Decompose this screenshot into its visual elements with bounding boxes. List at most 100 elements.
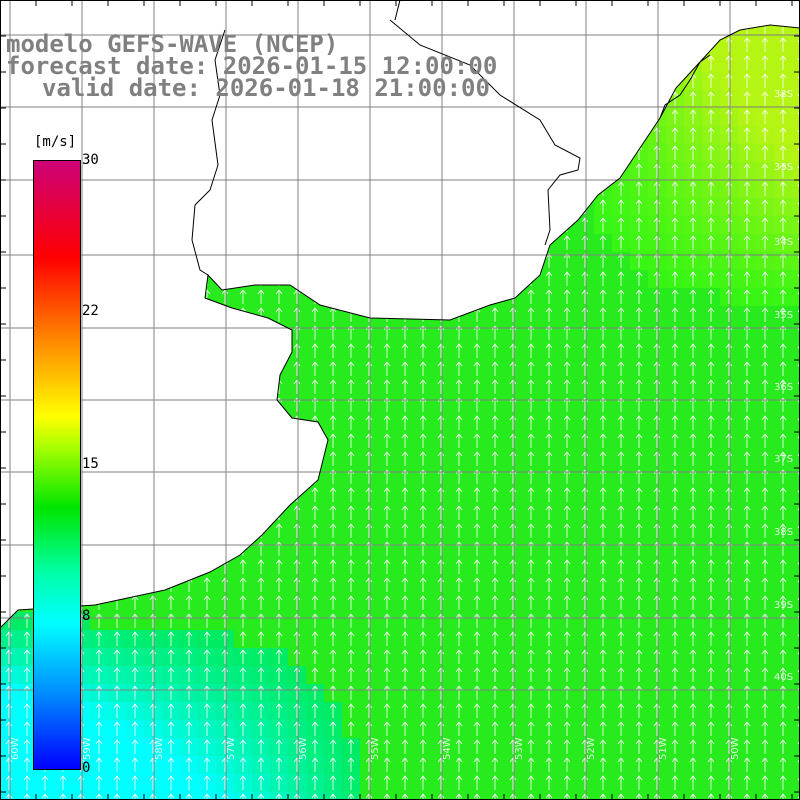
wind-arrow	[617, 253, 625, 268]
wind-arrow	[113, 541, 121, 556]
wind-arrow	[311, 361, 319, 376]
wind-speed-cell	[414, 612, 433, 631]
wind-arrow	[203, 721, 211, 736]
wind-arrow	[257, 775, 265, 790]
wind-speed-cell	[738, 432, 757, 451]
wind-speed-cell	[540, 306, 559, 325]
wind-speed-cell	[612, 36, 631, 55]
wind-speed-cell	[270, 270, 289, 289]
wind-speed-cell	[234, 612, 253, 631]
wind-arrow	[401, 523, 409, 538]
wind-speed-cell	[594, 666, 613, 685]
wind-arrow	[419, 595, 427, 610]
wind-arrow	[113, 253, 121, 268]
wind-arrow	[311, 163, 319, 178]
wind-speed-cell	[90, 702, 109, 721]
wind-arrow	[5, 757, 13, 772]
wind-arrow	[185, 703, 193, 718]
wind-arrow	[779, 217, 787, 232]
wind-arrow	[617, 127, 625, 142]
wind-speed-cell	[234, 666, 253, 685]
wind-speed-cell	[612, 738, 631, 757]
wind-speed-cell	[252, 666, 271, 685]
wind-arrow	[546, 2, 552, 16]
wind-arrow	[743, 181, 751, 196]
wind-arrow	[329, 523, 337, 538]
wind-arrow	[761, 181, 769, 196]
wind-arrow	[131, 721, 139, 736]
wind-arrow	[491, 25, 499, 34]
wind-speed-cell	[774, 432, 793, 451]
wind-speed-cell	[540, 558, 559, 577]
wind-arrow	[221, 631, 229, 646]
wind-speed-cell	[324, 774, 343, 793]
wind-arrow	[635, 37, 643, 52]
wind-arrow	[455, 199, 463, 214]
wind-speed-cell	[792, 792, 800, 800]
wind-arrow	[635, 91, 643, 106]
wind-arrow	[329, 757, 337, 772]
wind-arrow	[653, 775, 661, 790]
wind-arrow	[293, 595, 301, 610]
wind-arrow	[95, 379, 103, 394]
wind-arrow	[672, 2, 678, 16]
wind-speed-cell	[162, 198, 181, 217]
wind-speed-cell	[396, 126, 415, 145]
wind-arrow	[653, 595, 661, 610]
wind-speed-cell	[774, 162, 793, 181]
wind-arrow	[167, 649, 175, 664]
wind-arrow	[329, 793, 337, 800]
wind-arrow	[779, 55, 787, 70]
wind-arrow	[743, 217, 751, 232]
wind-arrow	[617, 487, 625, 502]
wind-arrow	[401, 271, 409, 286]
wind-speed-cell	[702, 54, 721, 73]
wind-arrow	[491, 613, 499, 628]
wind-speed-cell	[540, 504, 559, 523]
wind-speed-cell	[252, 162, 271, 181]
wind-speed-cell	[162, 612, 181, 631]
wind-arrow	[743, 595, 751, 610]
wind-arrow	[509, 235, 517, 250]
wind-arrow	[401, 199, 409, 214]
wind-speed-cell	[162, 558, 181, 577]
wind-arrow	[239, 145, 247, 160]
wind-arrow	[221, 685, 229, 700]
wind-arrow	[167, 559, 175, 574]
wind-speed-cell	[756, 0, 775, 19]
wind-speed-cell	[684, 450, 703, 469]
wind-speed-cell	[162, 504, 181, 523]
wind-speed-cell	[396, 792, 415, 800]
wind-speed-cell	[126, 234, 145, 253]
wind-arrow	[455, 379, 463, 394]
wind-arrow	[239, 433, 247, 448]
wind-arrow	[5, 145, 13, 160]
wind-arrow	[725, 631, 733, 646]
wind-speed-cell	[666, 558, 685, 577]
wind-speed-cell	[522, 684, 541, 703]
wind-speed-cell	[756, 378, 775, 397]
wind-arrow	[725, 145, 733, 160]
wind-arrow	[671, 127, 679, 142]
wind-speed-cell	[630, 270, 649, 289]
wind-speed-cell	[90, 198, 109, 217]
wind-arrow	[23, 289, 31, 304]
wind-arrow	[635, 613, 643, 628]
wind-speed-cell	[594, 198, 613, 217]
wind-speed-cell	[234, 756, 253, 775]
wind-arrow	[23, 199, 31, 214]
latitude-label: 39S	[774, 600, 793, 611]
wind-speed-cell	[540, 162, 559, 181]
wind-speed-cell	[702, 792, 721, 800]
wind-speed-cell	[126, 612, 145, 631]
wind-speed-cell	[180, 396, 199, 415]
wind-speed-cell	[792, 612, 800, 631]
wind-arrow	[779, 181, 787, 196]
wind-arrow	[563, 739, 571, 754]
wind-speed-cell	[540, 450, 559, 469]
wind-speed-cell	[198, 468, 217, 487]
wind-arrow	[581, 271, 589, 286]
wind-speed-cell	[324, 144, 343, 163]
wind-speed-cell	[522, 450, 541, 469]
wind-arrow	[707, 91, 715, 106]
